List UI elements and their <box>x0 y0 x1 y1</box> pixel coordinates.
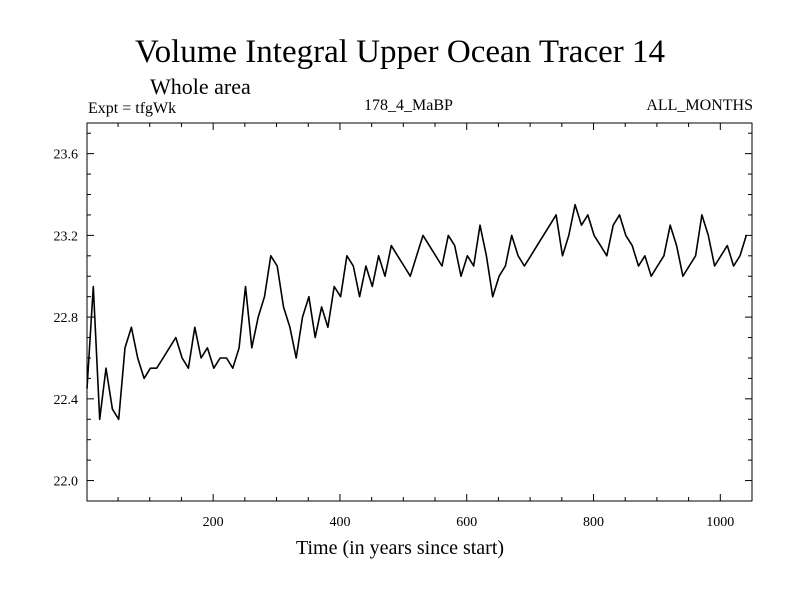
experiment-label: Expt = tfgWk <box>88 100 177 117</box>
plot-frame <box>86 122 753 502</box>
x-tick-label: 1000 <box>706 515 734 530</box>
y-tick-label: 23.6 <box>54 148 79 163</box>
y-tick-label: 23.2 <box>54 229 79 244</box>
x-tick-label: 600 <box>456 515 477 530</box>
chart-subtitle: Whole area <box>150 74 251 99</box>
months-label: ALL_MONTHS <box>646 97 753 114</box>
y-tick-label: 22.8 <box>54 311 79 326</box>
series-layer <box>86 203 748 421</box>
x-tick-label: 200 <box>203 515 224 530</box>
y-tick-label: 22.0 <box>54 475 79 490</box>
x-tick-label: 400 <box>329 515 350 530</box>
y-axis-ticks: 22.0 22.4 22.8 23.2 23.6 <box>54 132 752 490</box>
run-label: 178_4_MaBP <box>364 97 453 114</box>
y-tick-label: 22.4 <box>54 393 79 408</box>
series-line-0 <box>86 203 748 421</box>
x-axis-label: Time (in years since start) <box>295 537 505 559</box>
x-tick-label: 800 <box>583 515 604 530</box>
x-axis-ticks: 200 400 600 800 1000 <box>117 123 753 530</box>
chart-title: Volume Integral Upper Ocean Tracer 14 <box>135 34 665 70</box>
